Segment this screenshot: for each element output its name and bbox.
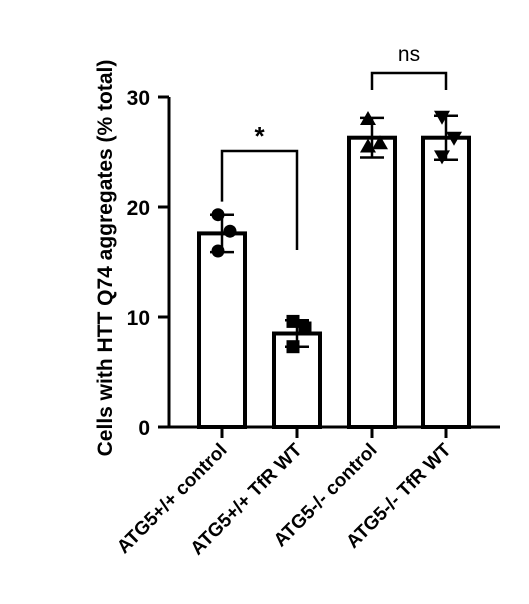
y-tick-label-1: 10 [127, 307, 150, 330]
data-point-3-0 [434, 110, 450, 125]
data-point-0-0 [211, 208, 225, 222]
significance-label-1: ns [398, 43, 420, 66]
data-point-0-1 [223, 224, 237, 238]
significance-bracket-0 [220, 149, 299, 250]
y-tick-label-2: 20 [127, 197, 150, 220]
bar-1 [272, 331, 322, 429]
data-point-1-2 [286, 340, 300, 354]
y-tick-label-3: 30 [127, 87, 150, 110]
y-axis-label: Cells with HTT Q74 aggregates (% total) [94, 60, 117, 457]
data-point-2-0 [360, 111, 376, 125]
bar-3 [421, 135, 471, 429]
bar-0 [197, 231, 247, 429]
data-point-3-1 [446, 131, 462, 146]
data-point-0-2 [211, 244, 225, 258]
data-point-3-2 [434, 150, 450, 165]
data-point-1-1 [298, 321, 312, 335]
data-point-1-0 [286, 314, 300, 328]
data-point-2-2 [360, 138, 376, 153]
y-tick-label-0: 0 [138, 417, 150, 440]
bar-2 [347, 135, 397, 429]
data-point-2-1 [372, 135, 388, 150]
significance-label-0: * [254, 121, 265, 151]
significance-bracket-1 [370, 71, 448, 90]
